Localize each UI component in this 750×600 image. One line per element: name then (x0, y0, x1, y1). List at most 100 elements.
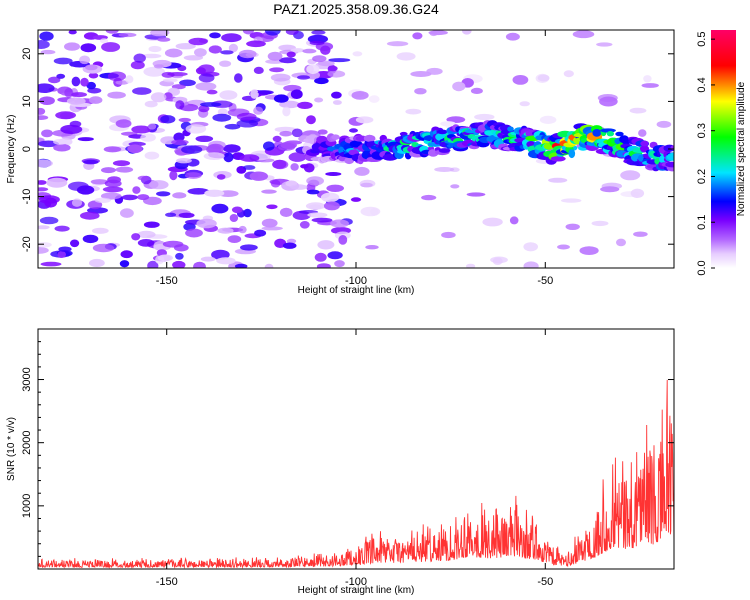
heatmap-cell (656, 120, 672, 128)
heatmap-cell (386, 41, 409, 47)
heatmap-cell (231, 206, 243, 214)
heatmap-cell (523, 261, 539, 268)
heatmap-cell (188, 37, 208, 46)
heatmap-cell (290, 48, 305, 53)
heatmap-cell (206, 89, 218, 95)
heatmap-cell (282, 242, 297, 249)
heatmap-cell (438, 148, 451, 153)
heatmap-cell (328, 58, 351, 63)
heatmap-cell (317, 60, 335, 67)
heatmap-cell (557, 244, 570, 250)
heatmap-cell (173, 132, 185, 142)
heatmap-cell (172, 96, 188, 104)
heatmap-cell (48, 76, 61, 84)
heatmap-cell (297, 101, 313, 109)
heatmap-cell (38, 107, 46, 115)
heatmap-cell (311, 30, 326, 35)
heatmap-cell (171, 139, 189, 145)
heatmap-cell (112, 160, 131, 167)
heatmap-cell (39, 31, 54, 41)
x-tick-label: -100 (345, 576, 367, 588)
heatmap-cell (344, 156, 355, 165)
heatmap-cell (405, 108, 422, 115)
heatmap-cell (462, 30, 472, 35)
heatmap-cell (66, 97, 86, 105)
heatmap-cell (641, 83, 659, 88)
heatmap-cell (38, 225, 50, 230)
heatmap-cell (64, 42, 80, 51)
heatmap-cell (306, 115, 316, 125)
heatmap-cell (179, 79, 196, 87)
heatmap-cell (172, 192, 187, 199)
colorbar-tick-label: 0.4 (696, 77, 708, 92)
heatmap-cell (665, 161, 674, 168)
heatmap-cell (107, 71, 126, 82)
heatmap-cell (600, 186, 620, 193)
heatmap-cell (236, 119, 259, 128)
heatmap-cell (352, 51, 363, 57)
heatmap-cell (38, 115, 49, 120)
heatmap-cell (523, 242, 538, 252)
heatmap-cell (127, 144, 143, 154)
heatmap-cell (79, 55, 91, 65)
heatmap-cell (175, 252, 184, 260)
heatmap-cell (133, 53, 146, 63)
snr-series-line (38, 379, 674, 569)
heatmap-cell (103, 146, 122, 153)
heatmap-cell (68, 181, 89, 191)
heatmap-cell (360, 206, 381, 217)
heatmap-cell (209, 32, 221, 39)
heatmap-cell (307, 212, 328, 218)
heatmap-cell (195, 135, 214, 142)
heatmap-cell (94, 197, 111, 203)
heatmap-cell (92, 243, 115, 253)
heatmap-cell (176, 158, 192, 164)
heatmap-cell (144, 151, 160, 160)
heatmap-cell (243, 165, 256, 170)
heatmap-cell (263, 141, 275, 151)
heatmap-cell (120, 250, 133, 259)
heatmap-cell (640, 140, 649, 147)
heatmap-cell (132, 186, 141, 194)
heatmap-cell (141, 53, 162, 59)
heatmap-cell (421, 194, 437, 201)
heatmap-cell (279, 57, 297, 64)
heatmap-cell (253, 106, 264, 115)
heatmap-cell (314, 252, 327, 262)
heatmap-cell (222, 144, 241, 153)
snr-y-ticks: 1000 2000 3000 (21, 341, 674, 557)
heatmap-cell (100, 192, 122, 200)
heatmap-cell (148, 45, 162, 53)
heatmap-y-axis-label: Frequency (Hz) (6, 115, 17, 184)
heatmap-cell (563, 70, 574, 78)
heatmap-cell (264, 263, 274, 268)
heatmap-cell (277, 142, 296, 151)
heatmap-cell (466, 192, 486, 197)
heatmap-cell (243, 208, 252, 218)
heatmap-cell (153, 64, 164, 69)
heatmap-cell (157, 37, 171, 42)
heatmap-cell (38, 180, 47, 185)
heatmap-cell (238, 225, 247, 234)
heatmap-cell (198, 73, 215, 83)
heatmap-cell (101, 167, 116, 174)
heatmap-cell (331, 134, 340, 140)
heatmap-cell (599, 96, 618, 107)
heatmap-cell (143, 66, 165, 77)
heatmap-cell (264, 30, 281, 36)
heatmap-cell (38, 242, 52, 248)
heatmap-cell (286, 238, 297, 244)
heatmap-cell (320, 45, 331, 55)
heatmap-cell (288, 152, 307, 162)
heatmap-cell (327, 70, 346, 78)
heatmap-cell (412, 32, 423, 40)
heatmap-cell (38, 83, 55, 93)
heatmap-cell (434, 167, 455, 172)
heatmap-cell (89, 96, 103, 104)
y-tick-label: 3000 (21, 367, 33, 391)
heatmap-cell (239, 154, 260, 162)
heatmap-cell (195, 82, 217, 91)
heatmap-cell (314, 97, 324, 103)
heatmap-cell (41, 129, 53, 138)
colorbar-gradient (711, 30, 736, 268)
